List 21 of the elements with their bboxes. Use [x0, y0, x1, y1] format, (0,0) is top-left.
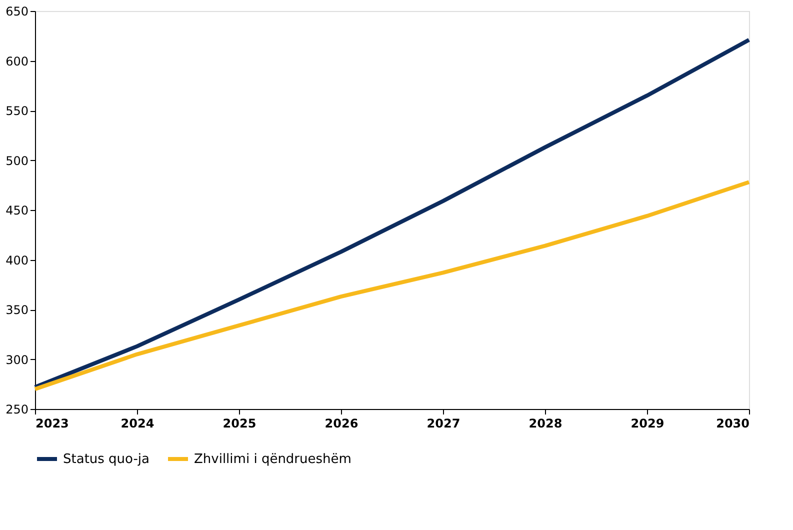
y-tick-label: 350: [6, 303, 28, 317]
x-tick-label: 2025: [222, 416, 256, 430]
y-tick-label: 250: [6, 402, 28, 416]
legend-label: Status quo-ja: [63, 452, 150, 467]
y-tick-label: 300: [6, 352, 28, 367]
x-tick-label: 2024: [120, 416, 154, 430]
x-tick-label: 2030: [716, 416, 750, 430]
y-tick-label: 450: [6, 204, 28, 218]
y-tick-label: 500: [6, 154, 28, 168]
x-tick-label: 2027: [426, 416, 460, 430]
y-tick-label: 650: [6, 4, 28, 18]
x-tick-label: 2023: [36, 416, 69, 430]
y-tick-label: 600: [6, 54, 28, 68]
x-tick-label: 2026: [324, 416, 358, 430]
legend-label: Zhvillimi i qëndrueshëm: [194, 452, 352, 467]
x-tick-label: 2029: [630, 416, 664, 430]
x-tick-label: 2028: [528, 416, 562, 430]
y-tick-label: 550: [6, 104, 28, 118]
line-series: [33, 38, 751, 390]
y-tick-label: 400: [6, 253, 28, 268]
line-series: [33, 180, 751, 392]
